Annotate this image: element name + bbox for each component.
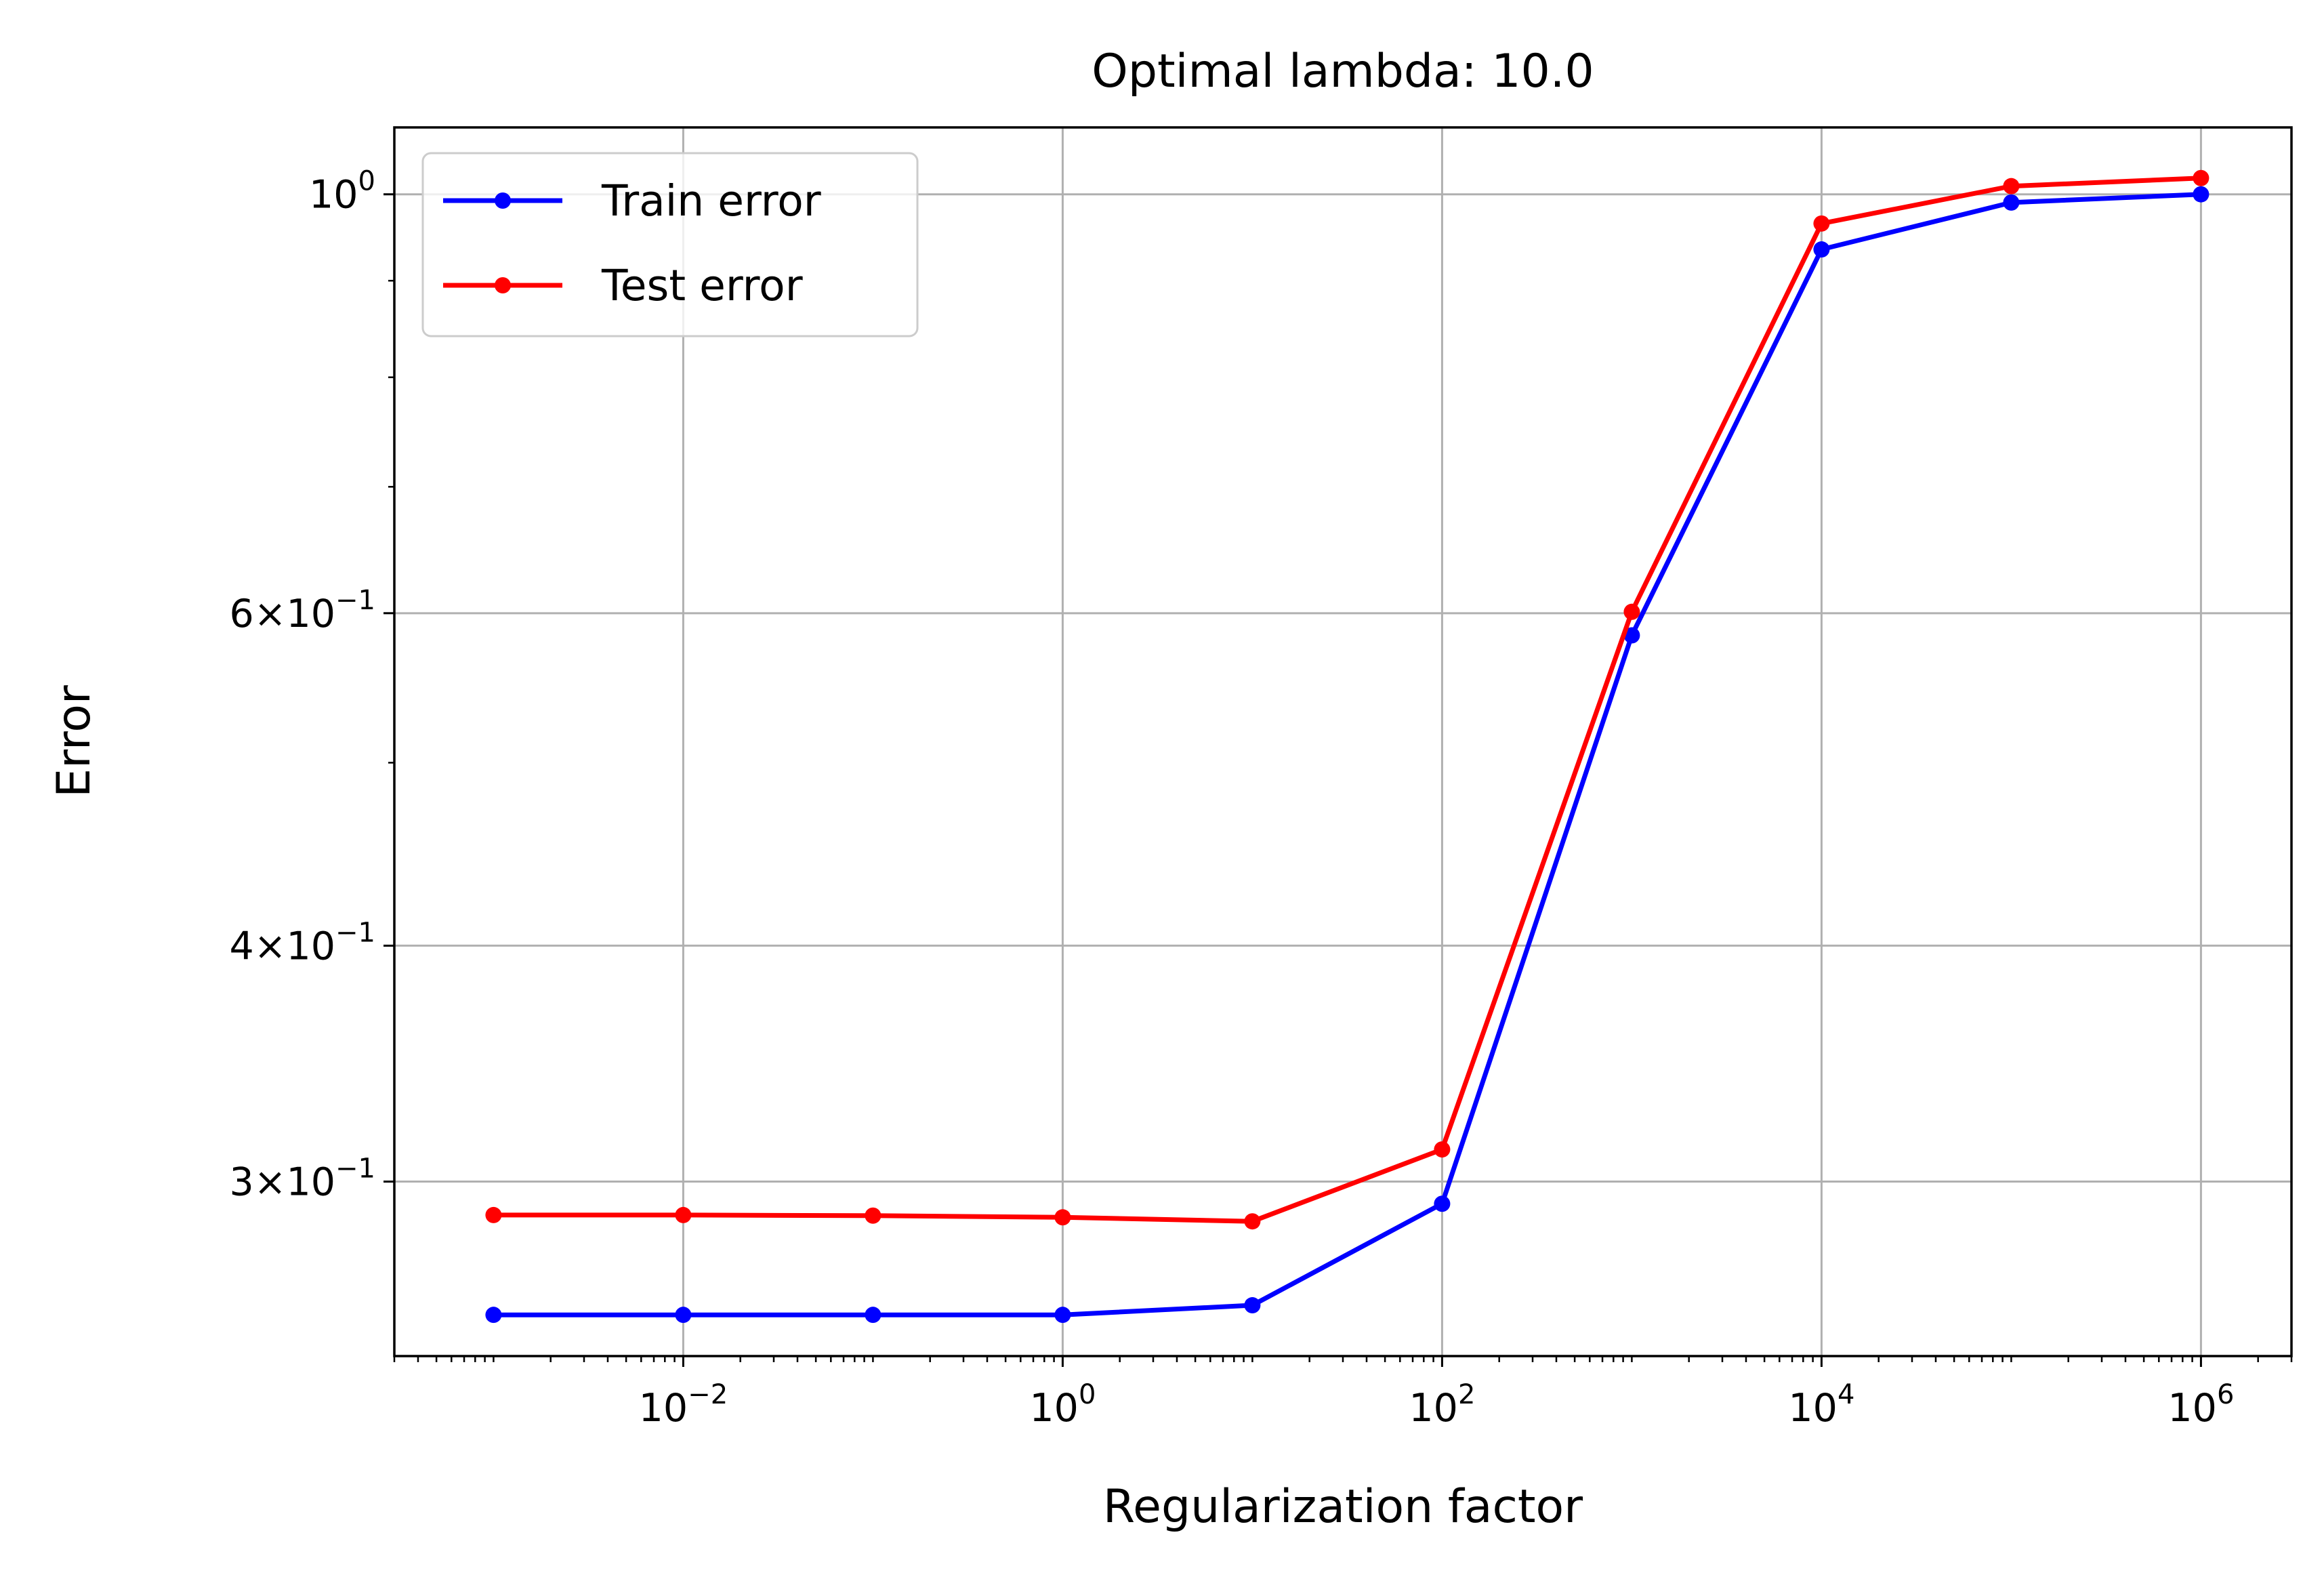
legend-entry-train: Train error bbox=[443, 176, 821, 226]
series-line bbox=[493, 192, 2201, 1317]
data-point bbox=[1813, 215, 1830, 232]
legend-marker-test bbox=[495, 277, 511, 293]
data-point bbox=[2003, 178, 2020, 194]
legend-marker-train bbox=[495, 192, 511, 209]
legend-entry-test: Test error bbox=[443, 261, 803, 310]
y-axis-label: Error bbox=[47, 685, 101, 798]
data-point bbox=[2193, 169, 2209, 186]
series-line bbox=[493, 176, 2201, 1224]
series-1 bbox=[485, 169, 2209, 1230]
data-point bbox=[675, 1206, 692, 1223]
data-point bbox=[485, 1206, 502, 1223]
data-point bbox=[1434, 1195, 1451, 1212]
chart-title: Optimal lambda: 10.0 bbox=[1092, 45, 1594, 98]
data-point bbox=[1054, 1209, 1071, 1226]
data-point bbox=[1434, 1141, 1451, 1158]
series-0 bbox=[485, 186, 2209, 1324]
data-point bbox=[2003, 194, 2020, 211]
data-point bbox=[1244, 1297, 1261, 1314]
legend: Train error Test error bbox=[421, 152, 919, 337]
data-point bbox=[1623, 627, 1640, 644]
legend-label-train: Train error bbox=[601, 176, 821, 226]
data-point bbox=[485, 1307, 502, 1324]
legend-label-test: Test error bbox=[601, 261, 803, 310]
data-point bbox=[675, 1307, 692, 1324]
data-point bbox=[1813, 241, 1830, 258]
data-point bbox=[1244, 1213, 1261, 1230]
x-axis-label: Regularization factor bbox=[1103, 1480, 1583, 1534]
series-layer bbox=[485, 169, 2209, 1324]
data-point bbox=[865, 1307, 881, 1324]
data-point bbox=[865, 1207, 881, 1224]
data-point bbox=[1054, 1307, 1071, 1324]
data-point bbox=[2193, 186, 2209, 203]
x-tick-label: 100 bbox=[1029, 1379, 1096, 1431]
data-point bbox=[1623, 603, 1640, 620]
